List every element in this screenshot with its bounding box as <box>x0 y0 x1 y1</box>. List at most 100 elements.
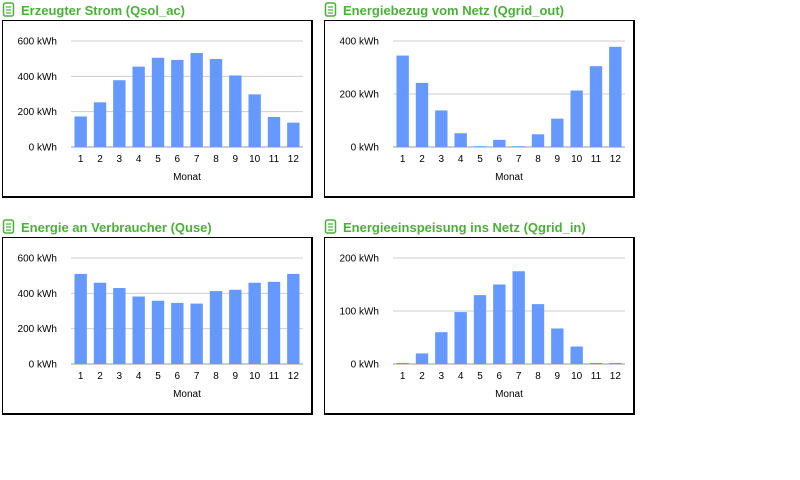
y-tick-label: 400 kWh <box>18 289 57 300</box>
bar <box>454 133 467 147</box>
x-tick-label: 2 <box>97 371 103 382</box>
chart-box: 0 kWh 100 kWh 200 kWh 1 2 3 4 5 6 7 8 9 10 11 12 Monat <box>324 237 635 415</box>
document-list-icon <box>2 219 16 235</box>
x-tick-label: 1 <box>400 154 406 165</box>
x-tick-label: 2 <box>419 154 425 165</box>
bar <box>435 332 448 364</box>
bar <box>454 312 467 364</box>
bar <box>396 362 409 364</box>
y-tick-label: 400 kWh <box>18 72 57 83</box>
bar <box>551 118 564 147</box>
bar <box>248 94 261 147</box>
x-tick-label: 5 <box>155 154 161 165</box>
x-tick-label: 11 <box>591 154 602 165</box>
x-tick-label: 8 <box>535 154 541 165</box>
bar <box>473 146 487 147</box>
x-tick-label: 12 <box>288 154 300 165</box>
x-tick-label: 8 <box>535 371 541 382</box>
bar <box>493 284 506 364</box>
x-tick-label: 6 <box>175 154 181 165</box>
bar <box>551 328 564 364</box>
chart-title: Energie an Verbraucher (Quse) <box>21 219 212 235</box>
x-tick-label: 9 <box>555 154 561 165</box>
bar <box>171 59 184 147</box>
bar <box>209 291 223 364</box>
x-tick-label: 10 <box>571 371 583 382</box>
x-tick-label: 5 <box>477 154 483 165</box>
chart-box: 0 kWh 200 kWh 400 kWh 1 2 3 4 5 6 7 8 9 10 11 12 Monat <box>324 20 635 198</box>
y-tick-label: 0 kWh <box>29 143 57 154</box>
bar <box>609 362 622 364</box>
x-tick-label: 10 <box>249 371 261 382</box>
bar <box>113 80 126 147</box>
x-tick-label: 1 <box>78 371 84 382</box>
bar <box>267 281 281 364</box>
bar <box>415 353 429 364</box>
bar <box>171 302 184 364</box>
bar <box>512 146 525 147</box>
chart-panel-qgrid-out: Energiebezug vom Netz (Qgrid_out) 0 kWh 2… <box>324 0 635 200</box>
bar <box>113 288 126 364</box>
x-tick-label: 7 <box>194 154 200 165</box>
x-tick-label: 11 <box>269 371 280 382</box>
x-tick-label: 3 <box>439 371 445 382</box>
x-tick-label: 12 <box>610 154 622 165</box>
y-tick-label: 0 kWh <box>351 143 379 154</box>
x-tick-label: 3 <box>439 154 445 165</box>
x-tick-label: 10 <box>571 154 583 165</box>
x-tick-label: 3 <box>117 154 123 165</box>
bar <box>531 304 545 364</box>
y-tick-label: 200 kWh <box>18 324 57 335</box>
bar <box>589 362 603 364</box>
document-list-icon <box>324 2 338 18</box>
y-tick-label: 0 kWh <box>29 360 57 371</box>
x-tick-label: 6 <box>497 154 503 165</box>
y-tick-label: 200 kWh <box>18 107 57 118</box>
bar <box>512 271 525 364</box>
chart-box: 0 kWh 200 kWh 400 kWh 600 kWh 1 2 3 4 5 6 7 8 9 10 11 1… <box>2 237 313 415</box>
y-tick-label: 200 kWh <box>340 254 379 265</box>
x-tick-label: 8 <box>213 154 219 165</box>
bar <box>151 57 165 147</box>
x-tick-label: 7 <box>516 371 522 382</box>
bar <box>287 122 300 147</box>
panel-title-row: Energiebezug vom Netz (Qgrid_out) <box>324 0 564 20</box>
x-tick-label: 9 <box>233 371 239 382</box>
x-tick-label: 4 <box>458 371 464 382</box>
x-tick-label: 9 <box>233 154 239 165</box>
bar <box>74 116 87 147</box>
x-axis-label: Monat <box>173 389 201 400</box>
bar <box>248 282 261 364</box>
chart-panel-qgrid-in: Energieeinspeisung ins Netz (Qgrid_in) 0… <box>324 217 635 417</box>
bar <box>570 346 583 364</box>
x-axis-label: Monat <box>173 172 201 183</box>
bar <box>93 102 107 147</box>
bar <box>190 53 203 147</box>
x-tick-label: 5 <box>477 371 483 382</box>
x-tick-label: 3 <box>117 371 123 382</box>
bar <box>435 110 448 147</box>
x-tick-label: 2 <box>97 154 103 165</box>
x-tick-label: 4 <box>136 371 142 382</box>
document-list-icon <box>2 2 16 18</box>
bar <box>531 134 545 147</box>
chart-title: Energiebezug vom Netz (Qgrid_out) <box>343 2 565 18</box>
x-tick-label: 1 <box>400 371 406 382</box>
bar <box>229 75 242 147</box>
y-tick-label: 200 kWh <box>340 90 379 101</box>
bar <box>132 66 145 147</box>
chart-box: 0 kWh 200 kWh 400 kWh 600 kWh 1 2 3 4 5 6 7 8 9 10 11 1… <box>2 20 313 198</box>
x-tick-label: 1 <box>78 154 84 165</box>
bar <box>473 295 487 364</box>
bar <box>287 273 300 364</box>
bar <box>229 289 242 364</box>
x-tick-label: 6 <box>497 371 503 382</box>
x-axis-label: Monat <box>495 389 523 400</box>
bar <box>93 282 107 364</box>
bar <box>493 139 506 147</box>
panel-title-row: Energie an Verbraucher (Quse) <box>2 217 212 237</box>
